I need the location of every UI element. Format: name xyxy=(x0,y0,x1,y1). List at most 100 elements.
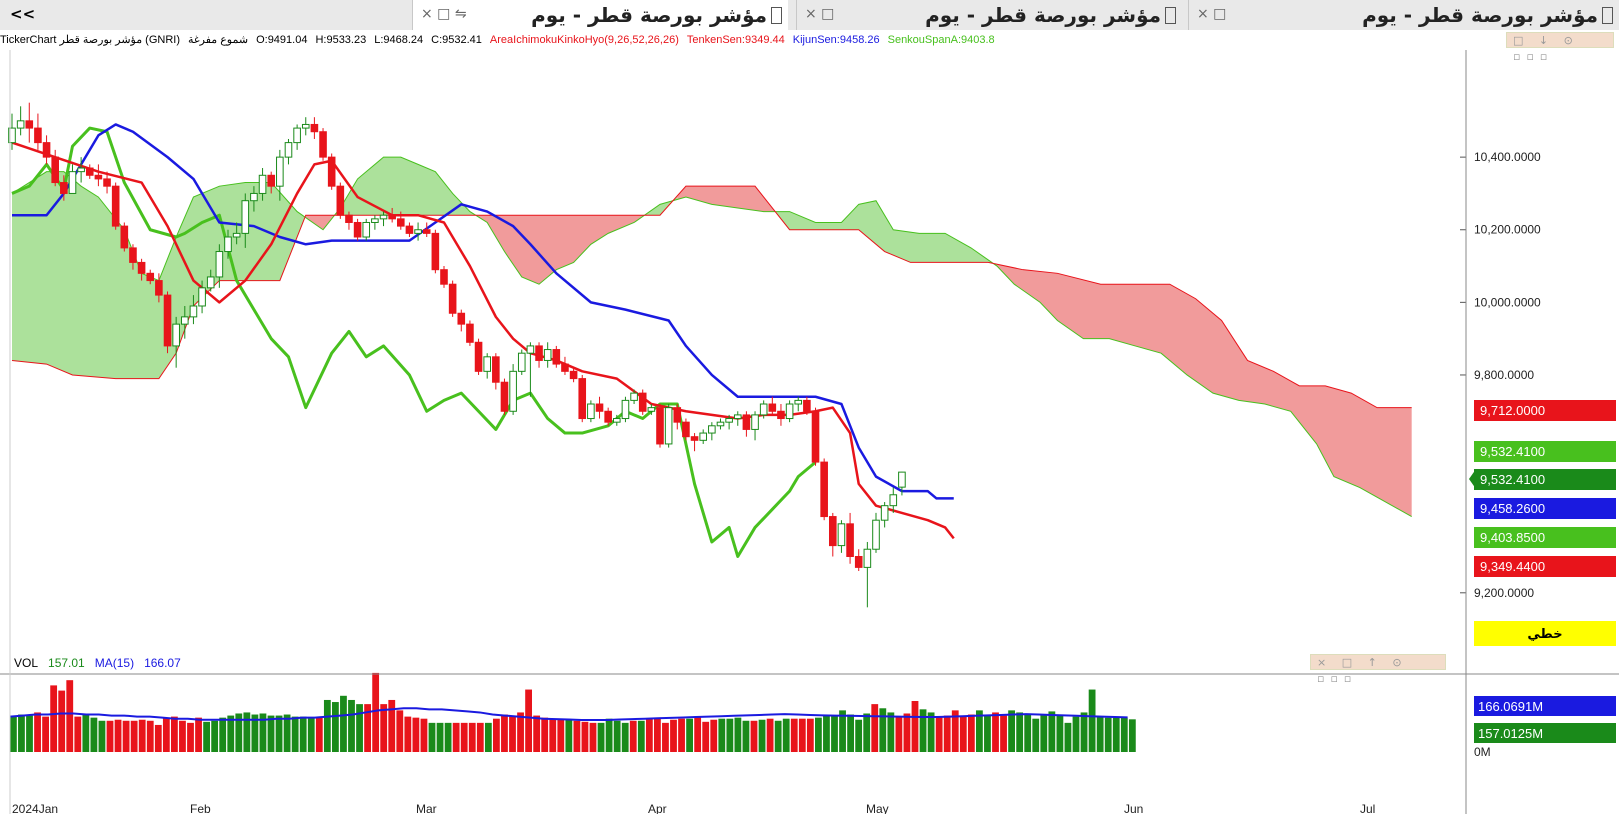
volume-bar xyxy=(790,718,798,752)
vol-value: 157.01 xyxy=(48,656,85,670)
tab-controls[interactable]: × □ ⇋ xyxy=(421,6,467,22)
tab-controls[interactable]: × □ xyxy=(1197,6,1227,22)
candle xyxy=(189,295,198,325)
candle-body xyxy=(759,403,768,416)
candle-body xyxy=(327,156,336,187)
volume-bar xyxy=(629,720,637,752)
ma-badge-bg xyxy=(1474,696,1616,716)
candle xyxy=(656,404,664,448)
price-gridlines xyxy=(1460,50,1467,814)
volume-bar xyxy=(718,718,726,752)
vol-label: VOL xyxy=(14,656,39,670)
candle-body xyxy=(440,269,448,285)
volume-bar xyxy=(855,719,863,752)
volume-bar xyxy=(82,714,90,752)
candle xyxy=(543,342,552,368)
candle-body xyxy=(397,218,405,227)
candle xyxy=(60,175,68,201)
tab-qatar-index-3[interactable]: × □ مؤشر بورصة قطر - يوم xyxy=(1188,0,1619,30)
volume-bar xyxy=(171,716,178,752)
volume-bar xyxy=(976,710,983,752)
volume-bar xyxy=(686,718,693,752)
candle xyxy=(267,171,275,194)
candle-body xyxy=(405,225,414,234)
candle-body xyxy=(725,418,733,423)
candle xyxy=(77,157,85,183)
tab-marker-icon xyxy=(771,6,782,24)
volume-bar xyxy=(1072,716,1080,752)
date-label: 2024Jan xyxy=(12,802,58,814)
candle xyxy=(647,404,656,415)
volume-bar xyxy=(557,718,565,752)
candle xyxy=(880,502,889,528)
candle xyxy=(414,222,422,241)
volume-bar xyxy=(235,713,243,752)
tab-qatar-index-2[interactable]: × □ مؤشر بورصة قطر - يوم xyxy=(796,0,1182,30)
open-value: O:9491.04 xyxy=(256,34,308,46)
volume-bar xyxy=(943,715,951,752)
chikou-span-line xyxy=(11,126,817,558)
volume-bar xyxy=(1048,711,1056,752)
candle-body xyxy=(267,174,275,187)
candle xyxy=(327,153,336,190)
candle xyxy=(526,342,535,397)
volume-bar xyxy=(710,719,718,752)
volume-bar xyxy=(1008,710,1015,752)
candle-body xyxy=(422,229,431,234)
volume-panel-tools[interactable]: × □ ↑ ⊙ ▫▫▫ xyxy=(1310,654,1446,685)
candle-body xyxy=(656,407,664,445)
badge-bg xyxy=(1474,556,1616,577)
scroll-tabs-button[interactable]: << xyxy=(10,5,36,23)
candle-body xyxy=(137,261,146,274)
volume-bar xyxy=(798,718,806,752)
volume-bar xyxy=(573,720,581,752)
candle xyxy=(405,222,414,238)
last-value-badge: 9,458.2600 xyxy=(1474,498,1616,519)
volume-bar xyxy=(887,712,895,752)
candle-body xyxy=(690,436,699,441)
candle-body xyxy=(543,349,552,361)
candle xyxy=(206,269,215,292)
candle-body xyxy=(595,403,604,412)
candle-body xyxy=(483,356,491,372)
date-label: Mar xyxy=(416,802,437,814)
tab-marker-icon xyxy=(1602,6,1613,24)
candle-body xyxy=(181,316,189,325)
chart-info-bar: TickerChart مؤشر بورصة قطر (GNRI) شموع مف… xyxy=(0,31,1500,49)
low-value: L:9468.24 xyxy=(374,34,424,46)
candle-body xyxy=(803,399,811,412)
candle xyxy=(103,171,111,194)
volume-bar xyxy=(670,719,677,752)
bullish-cloud xyxy=(336,157,479,218)
candle-body xyxy=(250,192,258,202)
candle xyxy=(198,280,206,314)
last-value-badge: 9,349.4400 xyxy=(1474,556,1616,577)
chart-area[interactable]: 10,400.0000 10,200.0000 10,000.0000 9,800.0… xyxy=(0,30,1619,814)
volume-bar xyxy=(179,720,186,752)
volume-bar xyxy=(122,720,130,752)
price-panel-tools[interactable]: □ ↓ ⊙ ▫▫▫ xyxy=(1506,32,1614,63)
volume-bar xyxy=(637,720,645,752)
candle-body xyxy=(716,421,725,427)
volume-bar xyxy=(1000,715,1007,752)
volume-bar xyxy=(315,717,323,752)
volume-bar xyxy=(42,716,49,752)
tab-controls[interactable]: × □ xyxy=(805,6,835,22)
volume-bar xyxy=(484,722,492,752)
candle xyxy=(716,418,725,430)
volume-bar xyxy=(678,718,685,752)
tab-qatar-index-1[interactable]: × □ ⇋ مؤشر بورصة قطر - يوم xyxy=(412,0,788,30)
volume-bar xyxy=(26,715,33,752)
candle-body xyxy=(345,214,353,223)
volume-bar xyxy=(654,718,661,752)
volume-bar xyxy=(1032,718,1040,752)
volume-bar xyxy=(903,713,911,752)
volume-bar xyxy=(782,718,790,752)
volume-bar xyxy=(396,710,404,752)
candle-body xyxy=(51,156,60,184)
volume-bar xyxy=(1064,722,1072,752)
candle-body xyxy=(517,352,526,372)
volume-bar xyxy=(34,712,41,752)
candle xyxy=(708,422,716,441)
badge-value: 9,532.4100 xyxy=(1480,444,1545,459)
